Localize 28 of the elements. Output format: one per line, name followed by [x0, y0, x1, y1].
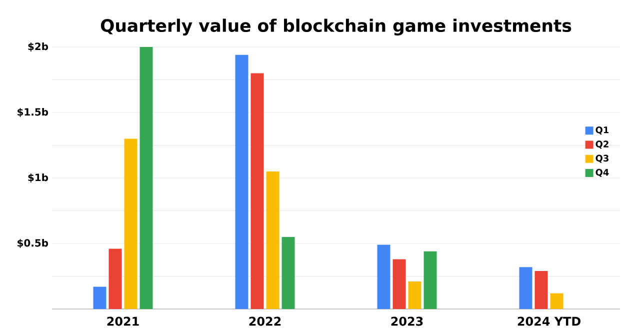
bar	[424, 251, 437, 309]
y-tick-label: $0.5b	[18, 238, 48, 248]
bar	[93, 286, 106, 309]
legend-label: Q1	[596, 126, 609, 134]
x-tick-label: 2022	[249, 316, 281, 326]
y-tick-label: $1.5b	[18, 108, 48, 118]
bar	[235, 54, 248, 309]
legend-label: Q4	[596, 168, 609, 177]
bar	[124, 138, 138, 309]
bar	[550, 293, 564, 309]
bar	[392, 259, 406, 309]
bar	[266, 171, 280, 309]
y-tick-label: $2b	[28, 42, 48, 52]
bar	[534, 271, 548, 309]
bar	[282, 236, 295, 309]
bar	[519, 267, 532, 309]
x-tick-label: 2021	[107, 316, 139, 326]
chart-title: Quarterly value of blockchain game investments	[100, 18, 572, 36]
bar	[108, 248, 122, 309]
y-tick-label: $1b	[28, 173, 48, 183]
bar	[250, 73, 264, 309]
legend-label: Q3	[596, 154, 608, 163]
bar	[408, 281, 422, 309]
legend-label: Q2	[596, 140, 608, 149]
bar	[140, 46, 153, 309]
bar	[377, 244, 390, 309]
x-tick-label: 2024 YTD	[518, 316, 580, 326]
x-tick-label: 2023	[391, 316, 423, 326]
